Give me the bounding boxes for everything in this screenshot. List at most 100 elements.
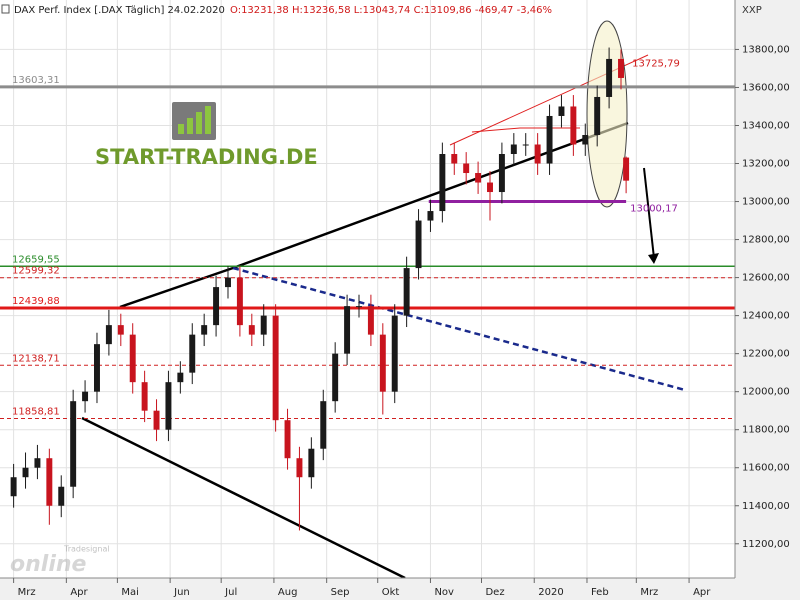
candle-body: [451, 154, 458, 164]
x-tick-label: Feb: [591, 587, 609, 598]
candle-body: [606, 58, 613, 97]
candle-body: [367, 306, 374, 335]
candle-body: [475, 173, 482, 183]
candle-body: [522, 144, 529, 146]
y-tick-label: 11600,00: [742, 463, 790, 474]
level-label: 13725,79: [632, 59, 680, 70]
candle-body: [189, 334, 196, 373]
arrow: [643, 167, 655, 259]
candle-body: [558, 106, 565, 116]
axis-panel: [0, 578, 735, 600]
x-tick-label: Mrz: [640, 587, 658, 598]
trend-line: [81, 416, 406, 580]
candle-body: [141, 382, 148, 411]
candle-body: [308, 448, 315, 478]
logo-bar: [196, 112, 202, 134]
level-label: 11858,81: [12, 407, 60, 418]
arrow-head: [648, 253, 659, 264]
quote: O:13231,38 H:13236,58 L:13043,74 C:13109…: [230, 5, 552, 16]
candle-body: [356, 306, 362, 308]
candle-body: [94, 344, 100, 392]
trend-line: [232, 121, 629, 270]
candle-body: [46, 458, 53, 506]
x-tick-label: Nov: [434, 587, 454, 598]
candle-body: [177, 372, 184, 383]
x-tick-label: Dez: [485, 587, 504, 598]
trend-line: [232, 266, 686, 392]
level-label: 12439,88: [12, 296, 60, 307]
candle-body: [70, 401, 77, 487]
trend-line: [119, 266, 234, 309]
candle-body: [439, 154, 446, 212]
candle-body: [415, 220, 422, 269]
chart-title: DAX Perf. Index [.DAX Täglich] 24.02.202…: [14, 5, 225, 16]
y-tick-label: 13400,00: [742, 120, 790, 131]
candle-body: [248, 325, 255, 335]
candle-body: [153, 410, 160, 430]
candle-body: [582, 134, 589, 145]
candle-body: [10, 477, 17, 497]
candle-body: [623, 157, 630, 181]
candle-body: [534, 144, 541, 164]
level-label: 13000,17: [630, 204, 678, 215]
candle-body: [570, 106, 577, 145]
candle-body: [391, 315, 398, 392]
candle-body: [403, 268, 410, 316]
candle-body: [427, 211, 434, 221]
candle-body: [320, 401, 327, 449]
candle-body: [463, 163, 470, 174]
x-tick-label: Jun: [173, 587, 190, 598]
title-icon: [1, 4, 10, 14]
candle-body: [213, 287, 220, 326]
candle-body: [34, 458, 41, 468]
logo-bar: [187, 118, 193, 134]
axis-name: XXP: [742, 5, 762, 16]
candle-body: [546, 115, 553, 164]
y-tick-label: 12400,00: [742, 311, 790, 322]
x-tick-label: Okt: [382, 587, 400, 598]
axis-panel: [735, 0, 800, 600]
watermark: Tradesignal online: [10, 545, 110, 578]
x-tick-label: Apr: [693, 587, 711, 598]
x-tick-label: Jul: [224, 587, 237, 598]
candle-body: [296, 458, 303, 478]
y-tick-label: 13200,00: [742, 159, 790, 170]
candle-body: [332, 353, 339, 402]
x-tick-label: Apr: [70, 587, 88, 598]
candle-body: [105, 325, 112, 345]
y-tick-label: 11800,00: [742, 425, 790, 436]
candle-body: [618, 58, 624, 78]
y-tick-label: 12800,00: [742, 235, 790, 246]
y-tick-label: 12600,00: [742, 273, 790, 284]
x-tick-label: 2020: [538, 587, 563, 598]
y-tick-label: 12200,00: [742, 349, 790, 360]
candle-body: [594, 96, 601, 135]
logo-bar: [205, 106, 211, 134]
channel-line: [471, 127, 580, 133]
logo-bar: [178, 124, 184, 134]
candle-body: [498, 154, 505, 193]
candle-body: [82, 391, 89, 402]
candle-body: [225, 277, 231, 288]
candle-body: [487, 182, 493, 193]
y-tick-label: 12000,00: [742, 387, 790, 398]
y-tick-label: 13800,00: [742, 44, 790, 55]
level-label: 12138,71: [12, 353, 60, 364]
candle-body: [236, 277, 243, 326]
level-label: 12659,55: [12, 254, 60, 265]
level-label: 13603,31: [12, 75, 60, 86]
candle-body: [272, 315, 279, 421]
logo: START-TRADING.DE: [95, 102, 318, 169]
x-tick-label: Sep: [331, 587, 350, 598]
candle-body: [260, 315, 267, 335]
candle-body: [284, 420, 291, 459]
x-tick-label: Aug: [278, 587, 298, 598]
candle-body: [165, 382, 172, 430]
candle-body: [129, 334, 136, 383]
candle-body: [117, 325, 124, 335]
candle-body: [344, 306, 351, 354]
candle-body: [510, 144, 517, 155]
logo-text: START-TRADING.DE: [95, 145, 318, 169]
y-tick-label: 13000,00: [742, 197, 790, 208]
